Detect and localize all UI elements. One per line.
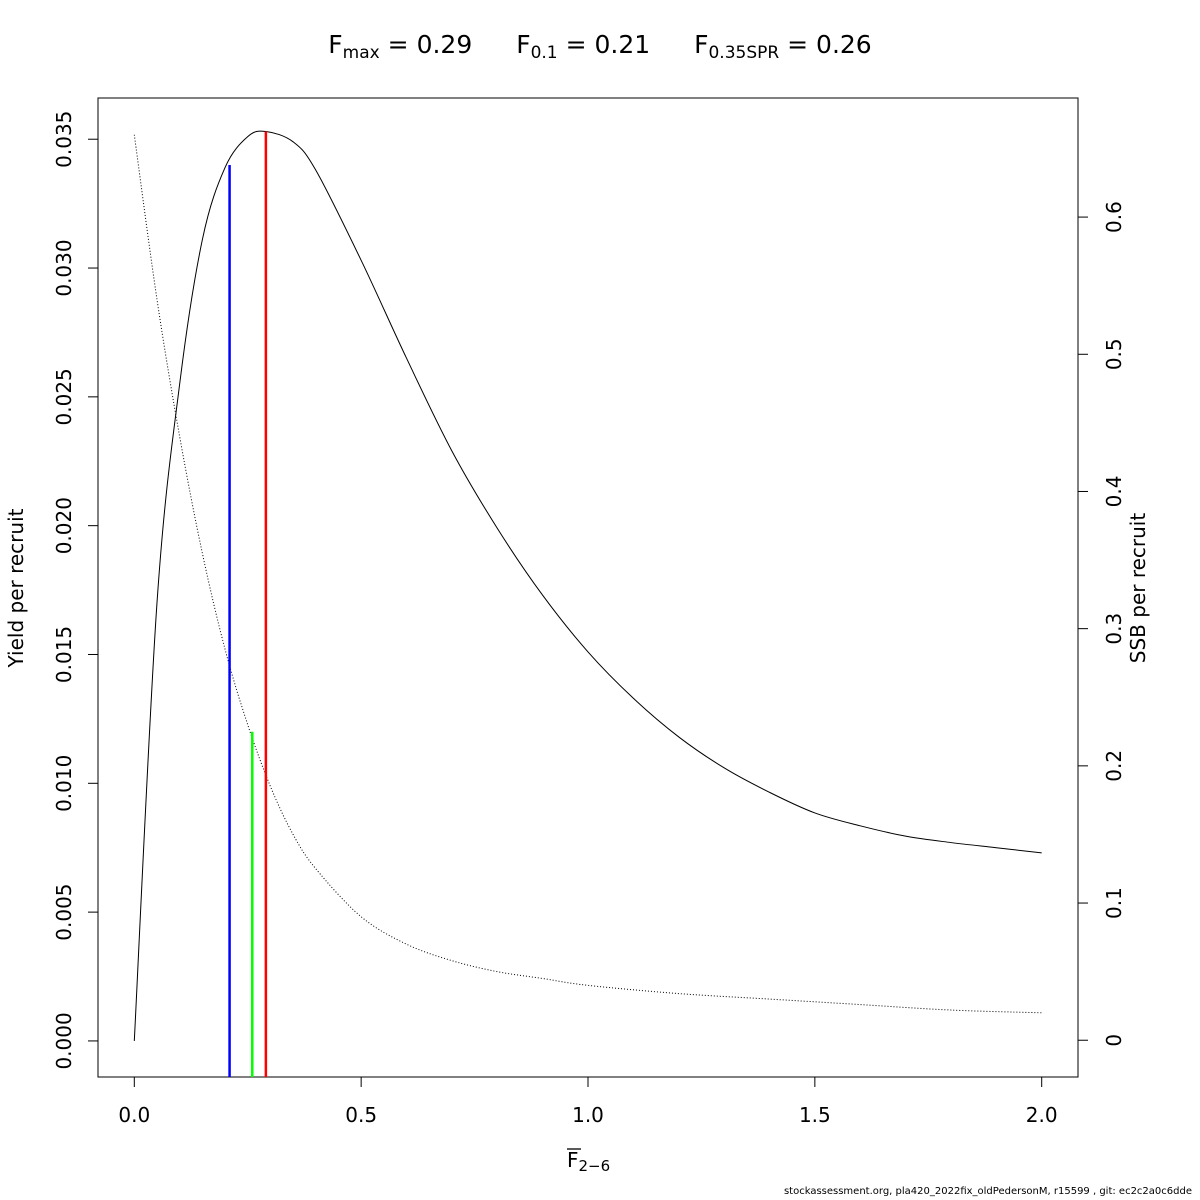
x-axis: 0.0 0.5 1.0 1.5 2.0 (118, 1077, 1058, 1127)
title-fmax: Fmax = 0.29 (328, 30, 473, 63)
y2-tick-label: 0.3 (1102, 613, 1126, 645)
title-f035spr: F0.35SPR = 0.26 (694, 30, 872, 63)
y-tick-label: 0.000 (52, 1012, 76, 1069)
y2-axis-label: SSB per recruit (1126, 513, 1150, 664)
footer-source: stockassessment.org, pla420_2022fix_oldP… (783, 1186, 1192, 1197)
y2-tick-label: 0.5 (1102, 338, 1126, 370)
y-axis-left: 0.000 0.005 0.010 0.015 0.020 0.025 0.030 0.035 (52, 111, 98, 1070)
reference-lines (228, 131, 268, 1077)
x-tick-label: 2.0 (1026, 1103, 1058, 1127)
y-axis-label: Yield per recruit (4, 508, 28, 668)
y2-tick-label: 0.4 (1102, 476, 1126, 508)
y-tick-label: 0.035 (52, 111, 76, 168)
y-tick-label: 0.015 (52, 626, 76, 683)
y-tick-label: 0.020 (52, 497, 76, 554)
y2-tick-label: 0.2 (1102, 750, 1126, 782)
y-tick-label: 0.010 (52, 755, 76, 812)
y2-tick-label: 0.1 (1102, 887, 1126, 919)
x-label-symbol: F (567, 1148, 579, 1172)
y-tick-label: 0.025 (52, 368, 76, 425)
x-label-subscript: 2−6 (579, 1157, 611, 1175)
x-axis-label: F2−6 (567, 1148, 610, 1175)
chart-title: Fmax = 0.29 F0.1 = 0.21 F0.35SPR = 0.26 (0, 30, 1200, 63)
ssb-per-recruit-line (133, 134, 1042, 1014)
x-tick-label: 1.5 (799, 1103, 831, 1127)
yield-per-recruit-line (133, 130, 1042, 1041)
x-tick-label: 0.0 (118, 1103, 150, 1127)
y2-tick-label: 0.6 (1102, 201, 1126, 233)
y-tick-label: 0.030 (52, 239, 76, 296)
series-layer (133, 130, 1042, 1041)
plot-frame (97, 97, 1079, 1078)
svg-text:F2−6: F2−6 (567, 1148, 610, 1175)
x-tick-label: 0.5 (345, 1103, 377, 1127)
y-axis-right: 0 0.1 0.2 0.3 0.4 0.5 0.6 (1078, 201, 1126, 1047)
title-f01: F0.1 = 0.21 (516, 30, 651, 63)
x-tick-label: 1.0 (572, 1103, 604, 1127)
y2-tick-label: 0 (1102, 1034, 1126, 1047)
y-tick-label: 0.005 (52, 883, 76, 940)
